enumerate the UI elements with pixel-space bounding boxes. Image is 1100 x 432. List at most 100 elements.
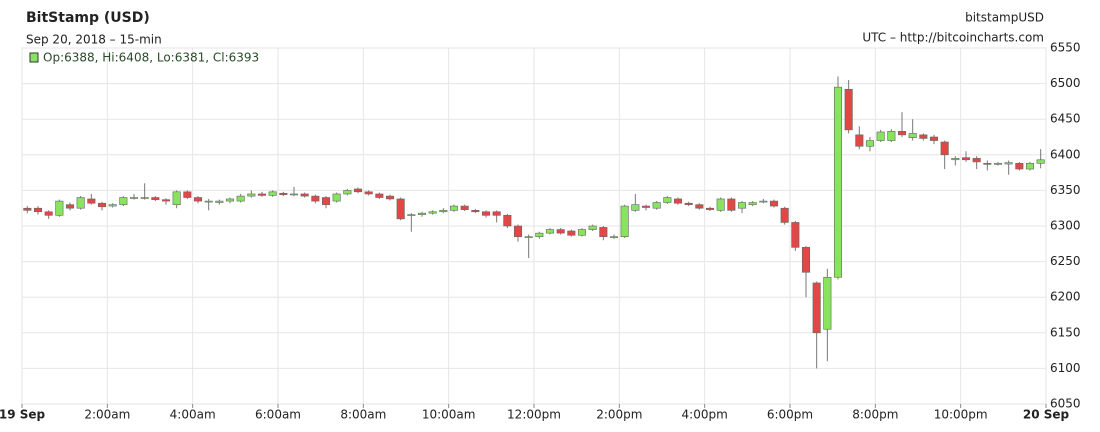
candle-body [215, 200, 224, 203]
x-tick-label: 20 Sep [1023, 408, 1070, 422]
candle-body [535, 232, 544, 237]
candle-body [44, 211, 53, 216]
candle-body [236, 195, 245, 202]
x-tick-label: 19 Sep [0, 408, 46, 422]
candle-body [908, 133, 917, 139]
info-text: Op:6388, Hi:6408, Lo:6381, Cl:6393 [43, 51, 259, 65]
candle-body [887, 131, 896, 141]
candle-body [855, 134, 864, 147]
y-tick-label: 6500 [1050, 76, 1081, 90]
x-tick-label: 6:00pm [767, 408, 813, 422]
candle-body [1025, 163, 1035, 170]
x-tick-label: 4:00pm [682, 408, 728, 422]
candle-body [833, 86, 843, 278]
x-tick-label: 10:00am [422, 408, 476, 422]
candle-body [812, 282, 821, 334]
candle-body [780, 207, 789, 223]
candle-body [695, 204, 704, 209]
candle-body [492, 211, 501, 216]
candle-body [556, 229, 565, 234]
candle-body [460, 205, 469, 210]
candle-body [385, 195, 395, 200]
candle-body [940, 141, 949, 156]
candle-body [503, 215, 512, 227]
candle-body [247, 193, 256, 197]
source-name: bitstampUSD [965, 11, 1044, 25]
candle-body [801, 247, 811, 273]
candle-body [951, 158, 960, 161]
candle-body [673, 198, 683, 204]
candle-body [865, 140, 875, 147]
candle-body [737, 202, 747, 209]
candle-body [364, 191, 373, 195]
candle-body [428, 211, 437, 214]
candle-body [55, 200, 64, 216]
candle-body [343, 190, 352, 195]
candle-body [129, 197, 139, 199]
candle-body [311, 195, 320, 202]
candle-body [769, 200, 779, 207]
candle-body [33, 207, 43, 213]
y-tick-label: 6100 [1050, 361, 1081, 375]
candle-body [481, 211, 491, 216]
candle-body [279, 192, 288, 195]
candle-body [652, 202, 661, 209]
candle-body [993, 163, 1003, 165]
candle-body [439, 210, 448, 213]
candle-body [204, 200, 213, 203]
candle-body [225, 198, 235, 202]
x-tick-label: 8:00am [340, 408, 386, 422]
candle-body [321, 197, 331, 205]
candle-body [407, 214, 416, 216]
candle-body [449, 205, 459, 211]
chart-title: BitStamp (USD) [26, 10, 150, 26]
candle-body [748, 202, 757, 205]
candle-body [396, 198, 405, 220]
candle-body [684, 202, 693, 205]
candle-body [545, 229, 555, 234]
candle-body [524, 236, 533, 238]
x-tick-label: 12:00pm [507, 408, 561, 422]
y-tick-label: 6250 [1050, 254, 1081, 268]
x-tick-label: 2:00am [84, 408, 130, 422]
candle-body [609, 236, 619, 238]
chart-subtitle: Sep 20, 2018 – 15-min [26, 33, 162, 47]
candle-body [172, 191, 181, 205]
candle-body [897, 131, 907, 136]
y-tick-label: 6050 [1050, 397, 1081, 411]
candle-body [1004, 162, 1013, 165]
candle-body [151, 197, 160, 200]
source-note: UTC – http://bitcoincharts.com [862, 31, 1044, 45]
candle-body [300, 193, 309, 197]
candle-body [119, 197, 128, 205]
candle-body [961, 157, 971, 161]
candle-body [791, 222, 800, 248]
y-tick-label: 6300 [1050, 219, 1081, 233]
candle-body [588, 225, 597, 230]
candle-body [87, 198, 96, 204]
candle-body [759, 200, 768, 203]
x-tick-label: 6:00am [255, 408, 301, 422]
info-swatch [29, 52, 39, 63]
candle-body [663, 197, 672, 203]
y-tick-label: 6200 [1050, 290, 1081, 304]
candle-body [183, 191, 192, 198]
candle-body [577, 229, 587, 236]
candle-body [268, 191, 277, 196]
candle-body [844, 88, 853, 131]
candle-body [972, 158, 981, 163]
candle-body [257, 193, 267, 196]
candle-body [727, 198, 736, 211]
candle-body [567, 230, 576, 236]
candle-body [983, 163, 992, 165]
x-tick-label: 10:00pm [934, 408, 988, 422]
candle-body [108, 204, 117, 207]
y-tick-label: 6450 [1050, 112, 1081, 126]
candle-body [620, 205, 629, 237]
y-tick-label: 6150 [1050, 325, 1081, 339]
x-tick-label: 8:00pm [852, 408, 898, 422]
candle-body [353, 188, 363, 193]
candle-body [161, 199, 171, 202]
candle-body [919, 134, 928, 139]
